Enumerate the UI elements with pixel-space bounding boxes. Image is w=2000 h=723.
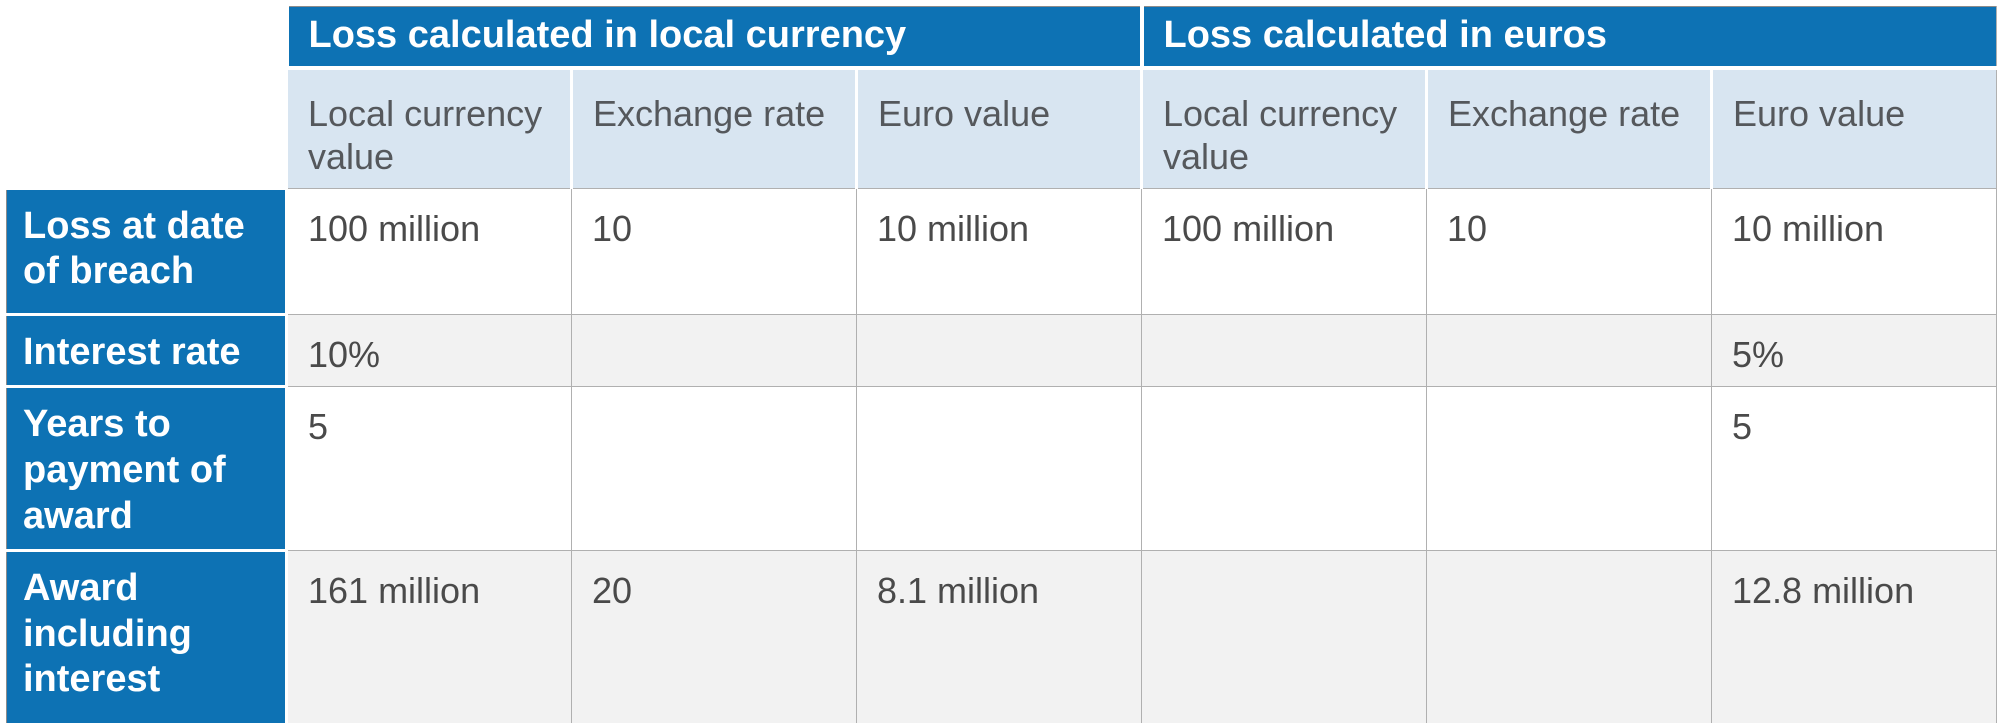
table-cell bbox=[571, 313, 857, 388]
table-corner-spacer bbox=[6, 67, 287, 189]
table-cell: 20 bbox=[571, 550, 857, 723]
table-cell: 12.8 million bbox=[1710, 550, 1998, 723]
table-cell: 10% bbox=[286, 313, 572, 388]
loss-calculation-table: Loss calculated in local currency Loss c… bbox=[6, 6, 1998, 723]
column-header-euro-value-2: Euro value bbox=[1709, 66, 1998, 189]
group-header-local-currency: Loss calculated in local currency bbox=[284, 6, 1144, 70]
table-cell bbox=[856, 386, 1142, 552]
table-cell: 8.1 million bbox=[856, 550, 1142, 723]
table-cell: 161 million bbox=[286, 550, 572, 723]
table-cell: 5 bbox=[286, 386, 572, 552]
table-cell bbox=[1141, 550, 1427, 723]
table-cell: 10 million bbox=[856, 187, 1142, 315]
column-header-local-currency-value-1: Local currency value bbox=[285, 66, 573, 189]
column-header-exchange-rate-2: Exchange rate bbox=[1425, 66, 1713, 189]
table-row-award-including-interest: Award including interest 161 million 20 … bbox=[6, 549, 1998, 723]
table-cell bbox=[571, 386, 857, 552]
table-cell: 100 million bbox=[286, 187, 572, 315]
table-cell bbox=[1426, 313, 1712, 388]
table-row-interest-rate: Interest rate 10% 5% bbox=[6, 312, 1998, 389]
table-cell: 10 million bbox=[1710, 187, 1998, 315]
table-cell bbox=[1426, 386, 1712, 552]
table-cell: 10 bbox=[571, 187, 857, 315]
table-cell bbox=[1141, 313, 1427, 388]
row-header: Loss at date of breach bbox=[6, 186, 288, 316]
row-header: Years to payment of award bbox=[6, 385, 288, 553]
table-row-loss-at-date-of-breach: Loss at date of breach 100 million 10 10… bbox=[6, 186, 1998, 316]
column-header-euro-value-1: Euro value bbox=[855, 66, 1143, 189]
table-cell: 10 bbox=[1426, 187, 1712, 315]
table-corner-spacer bbox=[6, 6, 287, 68]
column-header-exchange-rate-1: Exchange rate bbox=[570, 66, 858, 189]
table-cell: 100 million bbox=[1141, 187, 1427, 315]
row-header: Interest rate bbox=[6, 312, 288, 389]
table-cell: 5 bbox=[1710, 386, 1998, 552]
group-header-row: Loss calculated in local currency Loss c… bbox=[6, 6, 1998, 70]
group-header-euros: Loss calculated in euros bbox=[1139, 6, 1998, 70]
table-cell bbox=[856, 313, 1142, 388]
table-row-years-to-payment: Years to payment of award 5 5 bbox=[6, 385, 1998, 553]
table-cell: 5% bbox=[1710, 313, 1998, 388]
column-header-row: Local currency value Exchange rate Euro … bbox=[6, 66, 1998, 189]
column-header-local-currency-value-2: Local currency value bbox=[1140, 66, 1428, 189]
table-cell bbox=[1426, 550, 1712, 723]
row-header: Award including interest bbox=[6, 549, 288, 723]
table-cell bbox=[1141, 386, 1427, 552]
